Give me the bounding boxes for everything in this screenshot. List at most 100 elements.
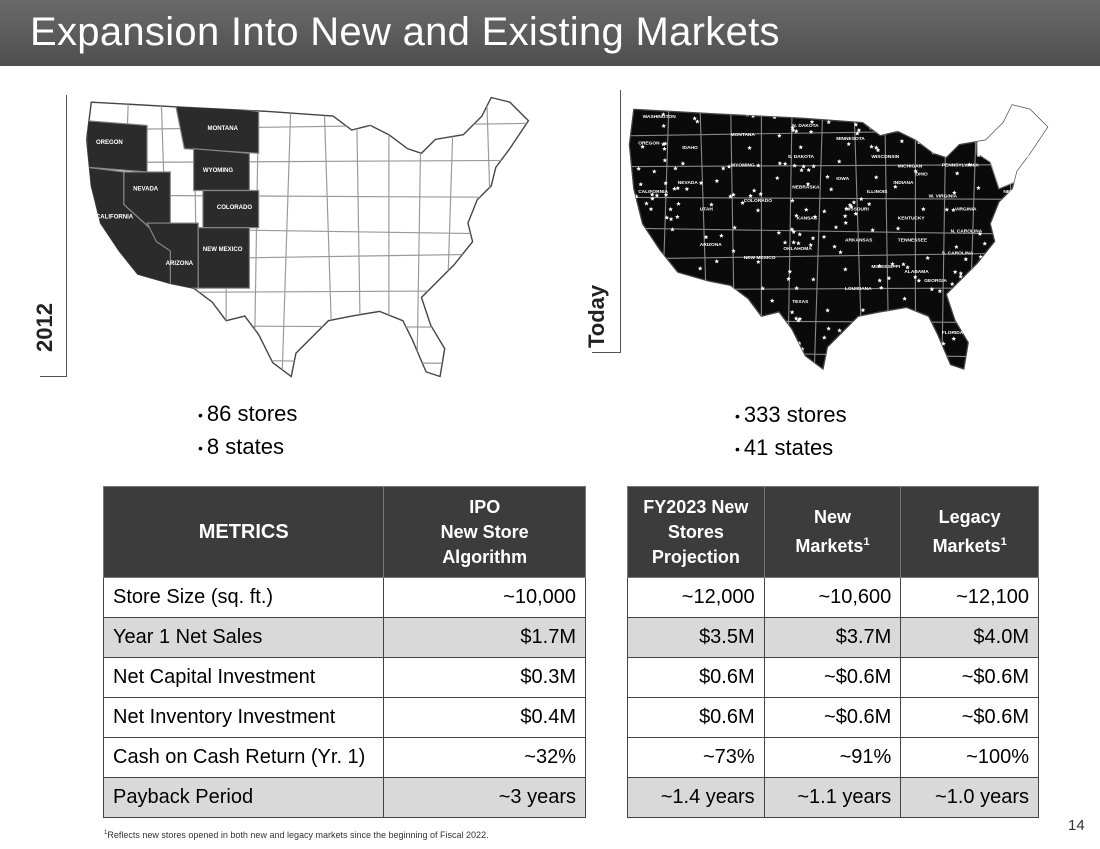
store-star-icon [858, 196, 864, 202]
store-star-icon [822, 335, 827, 340]
store-star-icon [853, 211, 859, 216]
store-star-icon [744, 304, 749, 310]
table-row: Year 1 Net Sales $1.7M [102, 617, 586, 658]
store-star-icon [855, 131, 860, 136]
store-star-icon [805, 181, 811, 187]
store-star-icon [806, 167, 812, 173]
page-number: 14 [1068, 817, 1085, 834]
served-state [197, 227, 250, 289]
metric-label: Store Size (sq. ft.) [102, 577, 385, 618]
store-star-icon [831, 112, 837, 118]
store-star-icon [826, 119, 832, 125]
store-star-icon [954, 244, 959, 249]
metric-label: Net Capital Investment [102, 657, 385, 698]
state-label: WASHINGTON [643, 114, 677, 120]
store-star-icon [798, 144, 804, 150]
store-star-icon [843, 220, 849, 225]
state-label: UTAH [700, 207, 714, 213]
slide-header: Expansion Into New and Existing Markets [0, 0, 1100, 66]
state-label: IDAHO [682, 145, 698, 151]
store-star-icon [790, 127, 796, 133]
served-state [86, 120, 148, 173]
store-star-icon [679, 278, 684, 283]
table-row: $0.6M ~$0.6M ~$0.6M [627, 697, 1039, 738]
slide-title: Expansion Into New and Existing Markets [30, 10, 780, 54]
store-star-icon [726, 164, 732, 169]
store-star-icon [676, 201, 681, 206]
store-star-icon [902, 296, 907, 301]
state-label: CALIFORNIA [638, 189, 668, 195]
store-star-icon [732, 225, 737, 230]
store-star-icon [663, 192, 669, 197]
state-label: LOUISIANA [845, 286, 872, 292]
store-star-icon [901, 261, 906, 267]
store-star-icon [949, 281, 955, 287]
store-star-icon [937, 288, 943, 294]
store-star-icon [904, 123, 910, 128]
store-star-icon [797, 231, 803, 237]
store-star-icon [664, 215, 670, 220]
header-metrics: METRICS [102, 486, 385, 578]
store-star-icon [821, 234, 827, 239]
store-star-icon [846, 141, 851, 147]
store-star-icon [767, 330, 773, 335]
store-star-icon [847, 202, 853, 208]
bullet-icon: • [735, 441, 740, 458]
store-star-icon [640, 144, 645, 149]
store-star-icon [893, 184, 898, 189]
store-star-icon [828, 346, 833, 351]
store-star-icon [663, 180, 668, 186]
divider-today [620, 90, 621, 352]
state-label: OKLAHOMA [783, 246, 812, 252]
store-star-icon [717, 320, 723, 326]
store-star-icon [691, 107, 697, 113]
store-star-icon [672, 186, 677, 191]
store-star-icon [660, 331, 665, 336]
store-star-icon [799, 167, 804, 173]
store-star-icon [849, 204, 854, 209]
metric-value: ~$0.6M [763, 657, 902, 698]
state-label: NEVADA [678, 180, 699, 186]
store-star-icon [963, 256, 969, 262]
store-star-icon [791, 239, 796, 245]
store-star-icon [786, 276, 791, 281]
store-star-icon [794, 128, 799, 134]
metric-value: ~12,100 [900, 577, 1039, 618]
table-row: Store Size (sq. ft.) ~10,000 [102, 577, 586, 618]
state-label: DELAWARE [1003, 202, 1031, 208]
store-star-icon [789, 309, 795, 315]
state-label: WYOMING [731, 163, 755, 169]
store-star-icon [719, 233, 724, 238]
store-star-icon [912, 274, 918, 280]
store-star-icon [954, 171, 960, 176]
store-star-icon [674, 324, 680, 329]
store-star-icon [676, 298, 682, 304]
state-label: MONTANA [208, 126, 239, 132]
metric-value: ~$0.6M [900, 697, 1039, 738]
store-star-icon [796, 318, 801, 323]
us-map-2012: OREGON CALIFORNIA NEVADA MONTANA WYOMING COLO… [85, 96, 530, 378]
store-star-icon [747, 145, 752, 150]
store-star-icon [929, 286, 935, 292]
store-star-icon [808, 129, 814, 134]
store-star-icon [866, 201, 872, 207]
column-header: New Markets1 [763, 486, 902, 578]
store-star-icon [729, 292, 734, 297]
metric-value: $1.7M [383, 617, 586, 658]
store-star-icon [803, 207, 809, 212]
store-star-icon [967, 162, 972, 167]
state-label: MINNESOTA [836, 136, 865, 142]
store-star-icon [944, 207, 950, 212]
store-star-icon [869, 144, 874, 149]
bullet-icon: • [198, 407, 203, 424]
store-star-icon [935, 142, 941, 147]
metric-value: ~$0.6M [900, 657, 1039, 698]
metric-value: $4.0M [900, 617, 1039, 658]
footnote-marker: 1 [104, 830, 108, 836]
store-star-icon [740, 200, 745, 205]
state-label: COLORADO [744, 198, 772, 204]
store-star-icon [787, 269, 793, 274]
stats-2012: • 86 stores • 8 states [198, 398, 297, 464]
state-label: INDIANA [893, 180, 914, 186]
state-label: MICHIGAN [898, 164, 923, 170]
